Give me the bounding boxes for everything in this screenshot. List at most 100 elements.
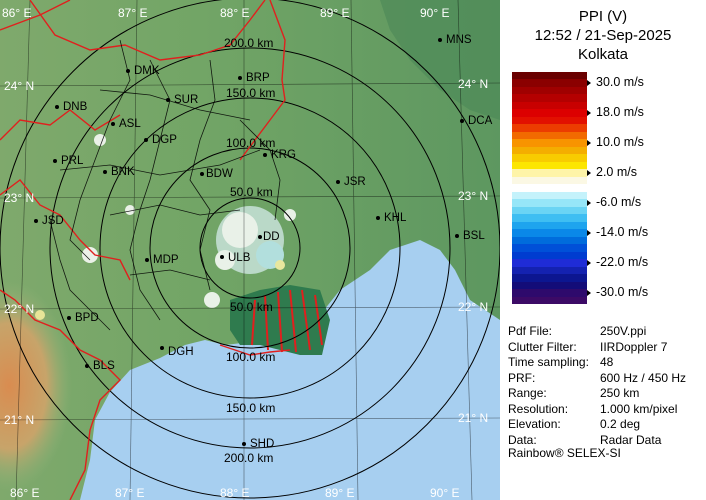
- ring-label: 100.0 km: [226, 136, 275, 150]
- ring-label: 50.0 km: [230, 300, 273, 314]
- station-label: DNB: [63, 101, 88, 113]
- colorbar-swatch: [512, 236, 587, 245]
- info-key: Range:: [508, 386, 547, 400]
- colorbar-swatch: [512, 184, 587, 193]
- colorbar-swatch: [512, 161, 587, 170]
- ring-label: 150.0 km: [226, 401, 275, 415]
- station-label: JSR: [344, 176, 366, 188]
- colorbar-swatch: [512, 79, 587, 88]
- lon-label-top: 90° E: [420, 6, 449, 20]
- lon-label-bottom: 87° E: [115, 486, 144, 500]
- info-value: 250 km: [600, 386, 640, 400]
- delta-rivers: [251, 289, 323, 353]
- info-value: 250V.ppi: [600, 324, 647, 338]
- colorbar-swatch: [512, 146, 587, 155]
- colorbar-label: 2.0 m/s: [596, 165, 637, 180]
- lon-label-bottom: 90° E: [430, 486, 459, 500]
- lon-label-top: 87° E: [118, 6, 147, 20]
- colorbar-tick: [587, 199, 591, 206]
- colorbar-swatch: [512, 72, 587, 80]
- info-value: Radar Data: [600, 432, 662, 447]
- colorbar-swatch: [512, 86, 587, 95]
- colorbar-swatch: [512, 169, 587, 178]
- lon-label-top: 88° E: [220, 6, 249, 20]
- product-datetime: 12:52 / 21-Sep-2025: [534, 27, 672, 44]
- colorbar-swatch: [512, 206, 587, 215]
- station-label: DGH: [168, 346, 194, 358]
- station-label: ASL: [119, 118, 141, 130]
- info-value: 0.2 deg: [600, 417, 641, 431]
- ring-label: 200.0 km: [224, 451, 273, 465]
- colorbar-swatch: [512, 229, 587, 238]
- colorbar-label: 10.0 m/s: [596, 135, 644, 150]
- station-label: MDP: [153, 254, 179, 266]
- colorbar-swatch: [512, 176, 587, 185]
- coordinate-labels: 86° E 87° E 88° E 89° E 90° E 86° E 87° …: [2, 6, 488, 500]
- station-label: DMK: [134, 65, 160, 77]
- colorbar-label: -6.0 m/s: [596, 194, 642, 209]
- radar-map: 86° E 87° E 88° E 89° E 90° E 86° E 87° …: [0, 0, 500, 500]
- info-key: Elevation:: [508, 417, 561, 431]
- colorbar-swatch: [512, 251, 587, 260]
- product-title: PPI (V): [578, 8, 628, 25]
- station-label: SUR: [174, 94, 198, 106]
- info-value: 600 Hz / 450 Hz: [600, 370, 687, 385]
- colorbar-swatch: [512, 199, 587, 208]
- clutter-echoes: [35, 134, 296, 320]
- lat-label-left: 22° N: [4, 302, 34, 316]
- vendor-footer: Rainbow® SELEX-SI: [508, 446, 621, 460]
- info-value: 48: [600, 355, 614, 369]
- colorbar-tick: [587, 140, 591, 147]
- station-name: Kolkata: [577, 46, 629, 63]
- station-label: SHD: [250, 438, 274, 450]
- colorbar-label: -14.0 m/s: [596, 224, 649, 239]
- lon-label-top: 89° E: [320, 6, 349, 20]
- station-label: BSL: [463, 230, 485, 242]
- station-label: BDW: [206, 168, 233, 180]
- info-value: IIRDoppler 7: [600, 339, 668, 354]
- lon-label-top: 86° E: [2, 6, 31, 20]
- info-key: PRF:: [508, 370, 536, 385]
- colorbar-tick: [587, 259, 591, 266]
- colorbar-tick: [587, 229, 591, 236]
- district-borders: [49, 39, 281, 331]
- ring-label: 200.0 km: [224, 36, 273, 50]
- colorbar-swatch: [512, 116, 587, 125]
- graticule: [0, 0, 500, 500]
- lon-label-bottom: 89° E: [325, 486, 354, 500]
- station-label: BRP: [246, 72, 270, 84]
- colorbar-tick: [587, 80, 591, 87]
- range-rings: [0, 0, 500, 499]
- colorbar-label: -22.0 m/s: [596, 254, 649, 269]
- colorbar-swatch: [512, 244, 587, 253]
- lat-label-left: 23° N: [4, 191, 34, 205]
- lat-label-left: 24° N: [4, 79, 34, 93]
- station-label: BNK: [111, 166, 135, 178]
- state-borders: [0, 0, 291, 500]
- colorbar-label: 30.0 m/s: [596, 75, 644, 90]
- lat-label-right: 24° N: [458, 77, 488, 91]
- colorbar-swatch: [512, 109, 587, 118]
- info-key: Pdf File:: [508, 324, 553, 338]
- lat-label-right: 23° N: [458, 189, 488, 203]
- info-key: Resolution:: [508, 401, 569, 416]
- station-label: PRL: [61, 155, 84, 167]
- lon-label-bottom: 86° E: [10, 486, 39, 500]
- colorbar-swatch: [512, 259, 587, 268]
- lat-label-right: 21° N: [458, 411, 488, 425]
- colorbar-swatch: [512, 131, 587, 140]
- colorbar-swatch: [512, 101, 587, 110]
- colorbar-label: -30.0 m/s: [596, 284, 649, 299]
- info-key: Time sampling:: [508, 355, 589, 369]
- info-value: 1.000 km/pixel: [600, 401, 678, 416]
- ring-labels: 200.0 km 150.0 km 100.0 km 50.0 km 50.0 …: [224, 36, 275, 465]
- info-key: Clutter Filter:: [508, 339, 577, 354]
- colorbar-tick: [587, 170, 591, 177]
- station-label: DD: [263, 231, 280, 243]
- hilly-terrain: [0, 200, 180, 500]
- colorbar-swatch: [512, 139, 587, 148]
- lon-label-bottom: 88° E: [220, 486, 249, 500]
- station-label: ULB: [228, 252, 251, 264]
- station-label: DGP: [152, 134, 177, 146]
